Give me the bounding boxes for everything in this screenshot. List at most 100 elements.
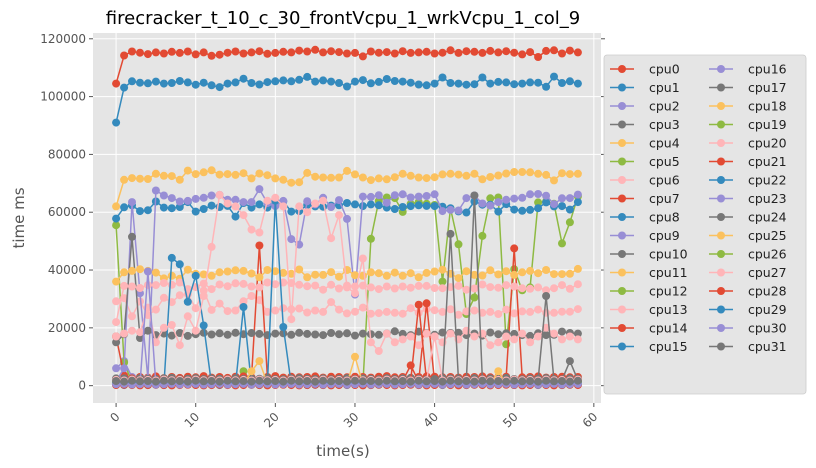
- data-point-cpu0: [183, 47, 192, 56]
- data-point-cpu9: [151, 186, 160, 195]
- data-point-cpu11: [263, 266, 272, 274]
- data-point-cpu7: [255, 241, 264, 250]
- data-point-cpu11: [542, 266, 551, 274]
- data-point-cpu31: [558, 377, 566, 385]
- data-point-cpu10: [279, 329, 288, 338]
- data-point-cpu11: [136, 265, 144, 274]
- data-point-cpu20: [319, 196, 328, 205]
- x-tick-label: 30: [341, 410, 362, 431]
- data-point-cpu10: [494, 330, 503, 339]
- data-point-cpu1: [382, 75, 391, 83]
- data-point-cpu8: [175, 203, 184, 211]
- data-point-cpu4: [382, 175, 391, 184]
- legend-entry-cpu9: cpu9: [610, 228, 680, 243]
- data-point-cpu1: [199, 78, 208, 87]
- data-point-cpu4: [406, 171, 415, 180]
- data-point-cpu11: [382, 271, 391, 280]
- legend-label: cpu28: [748, 284, 787, 299]
- data-point-cpu0: [486, 46, 495, 55]
- data-point-cpu31: [542, 376, 551, 385]
- data-point-cpu0: [438, 48, 447, 57]
- data-point-cpu20: [518, 329, 527, 338]
- data-point-cpu5: [470, 293, 479, 302]
- data-point-cpu9: [518, 193, 527, 202]
- data-point-cpu13: [502, 281, 511, 290]
- legend-label: cpu7: [649, 191, 680, 206]
- data-point-cpu31: [215, 377, 224, 386]
- data-point-cpu8: [494, 207, 503, 216]
- legend-entry-cpu6: cpu6: [610, 173, 680, 188]
- data-point-cpu0: [335, 48, 343, 57]
- data-point-cpu20: [398, 335, 407, 344]
- data-point-cpu20: [366, 338, 375, 347]
- data-point-cpu4: [335, 173, 343, 182]
- data-point-cpu6: [573, 305, 582, 314]
- data-point-cpu1: [295, 75, 304, 84]
- data-point-cpu13: [215, 280, 224, 289]
- data-point-cpu10: [558, 327, 566, 336]
- data-point-cpu5: [486, 194, 495, 203]
- data-point-cpu0: [319, 48, 328, 57]
- data-point-cpu4: [454, 170, 463, 179]
- data-point-cpu31: [366, 377, 375, 385]
- data-point-cpu13: [366, 283, 375, 292]
- data-point-cpu6: [335, 305, 343, 314]
- data-point-cpu4: [136, 174, 144, 183]
- data-point-cpu6: [112, 297, 121, 306]
- legend-label: cpu3: [649, 117, 680, 132]
- data-point-cpu9: [565, 194, 574, 203]
- data-point-cpu6: [263, 307, 272, 316]
- data-point-cpu20: [335, 211, 343, 220]
- data-point-cpu11: [255, 273, 264, 282]
- data-point-cpu8: [374, 201, 383, 210]
- data-point-cpu31: [255, 376, 264, 385]
- data-point-cpu11: [454, 274, 463, 283]
- data-point-cpu1: [502, 78, 511, 87]
- data-point-cpu24: [565, 357, 574, 366]
- data-point-cpu11: [311, 270, 320, 279]
- data-point-cpu27: [430, 332, 439, 341]
- legend-label: cpu20: [748, 136, 787, 151]
- data-point-cpu11: [151, 268, 160, 277]
- data-point-cpu20: [175, 341, 184, 350]
- data-point-cpu10: [358, 329, 367, 338]
- x-tick-label: 10: [182, 410, 203, 431]
- data-point-cpu13: [406, 283, 415, 292]
- data-point-cpu0: [287, 48, 296, 57]
- legend-swatch-marker: [717, 250, 725, 258]
- data-point-cpu9: [199, 193, 208, 202]
- data-point-cpu11: [128, 266, 136, 275]
- legend-swatch-marker: [717, 120, 725, 129]
- data-point-cpu1: [438, 73, 447, 82]
- data-point-cpu20: [167, 321, 176, 329]
- data-point-cpu18: [494, 367, 503, 376]
- data-point-cpu1: [470, 80, 479, 89]
- data-point-cpu5: [454, 240, 463, 249]
- data-point-cpu6: [351, 307, 359, 316]
- data-point-cpu1: [374, 77, 383, 86]
- y-axis-label: time ms: [10, 187, 28, 248]
- legend-entry-cpu15: cpu15: [610, 339, 688, 354]
- data-point-cpu0: [502, 47, 511, 56]
- legend-box: [603, 54, 807, 395]
- data-point-cpu20: [358, 254, 367, 263]
- data-point-cpu13: [112, 318, 121, 327]
- data-point-cpu11: [518, 268, 527, 277]
- data-point-cpu10: [542, 331, 551, 340]
- data-point-cpu20: [128, 326, 136, 335]
- data-point-cpu0: [167, 47, 176, 56]
- x-tick-label: 0: [107, 410, 122, 425]
- data-point-cpu4: [565, 170, 574, 179]
- data-point-cpu13: [207, 285, 216, 294]
- data-point-cpu8: [143, 206, 152, 215]
- data-point-cpu10: [366, 330, 375, 339]
- data-point-cpu20: [151, 338, 160, 347]
- data-point-cpu10: [295, 328, 304, 337]
- data-point-cpu0: [534, 53, 543, 61]
- legend-entry-cpu19: cpu19: [709, 117, 787, 132]
- data-point-cpu20: [351, 289, 359, 298]
- y-tick-label: 120000: [40, 32, 86, 46]
- data-point-cpu9: [534, 190, 543, 198]
- data-point-cpu20: [207, 242, 216, 251]
- data-point-cpu8: [398, 203, 407, 211]
